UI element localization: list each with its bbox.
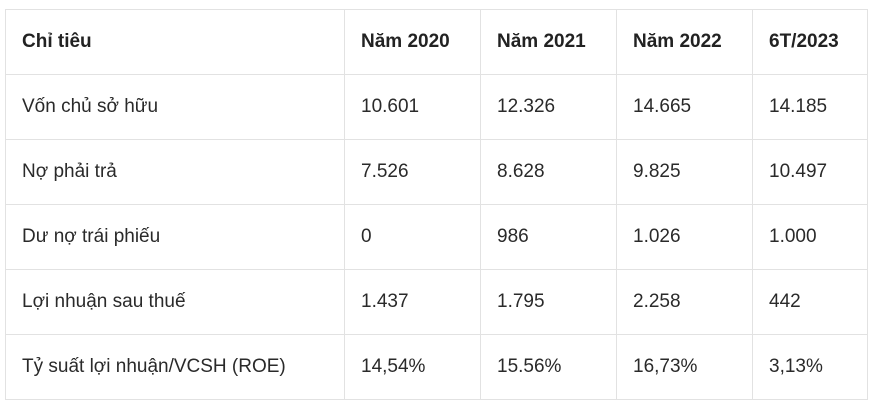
header-indicator: Chỉ tiêu (5, 9, 345, 75)
table-cell: 10.601 (344, 74, 481, 140)
header-year-2022: Năm 2022 (616, 9, 753, 75)
table-cell: 16,73% (616, 334, 753, 400)
header-6m-2023: 6T/2023 (752, 9, 868, 75)
table-header-row: Chỉ tiêu Năm 2020 Năm 2021 Năm 2022 6T/2… (5, 9, 868, 75)
table-row: Tỷ suất lợi nhuận/VCSH (ROE) 14,54% 15.5… (5, 334, 868, 400)
table-cell: 1.000 (752, 204, 868, 270)
table-cell: 14,54% (344, 334, 481, 400)
row-label: Tỷ suất lợi nhuận/VCSH (ROE) (5, 334, 345, 400)
table-cell: 442 (752, 269, 868, 335)
table-cell: 1.795 (480, 269, 617, 335)
row-label: Vốn chủ sở hữu (5, 74, 345, 140)
row-label: Dư nợ trái phiếu (5, 204, 345, 270)
row-label: Lợi nhuận sau thuế (5, 269, 345, 335)
table-cell: 1.026 (616, 204, 753, 270)
table-row: Nợ phải trả 7.526 8.628 9.825 10.497 (5, 139, 868, 205)
header-year-2020: Năm 2020 (344, 9, 481, 75)
table-cell: 15.56% (480, 334, 617, 400)
table-cell: 10.497 (752, 139, 868, 205)
table-cell: 3,13% (752, 334, 868, 400)
table-cell: 0 (344, 204, 481, 270)
table-cell: 1.437 (344, 269, 481, 335)
table-cell: 12.326 (480, 74, 617, 140)
row-label: Nợ phải trả (5, 139, 345, 205)
financial-table-container: Chỉ tiêu Năm 2020 Năm 2021 Năm 2022 6T/2… (5, 9, 868, 400)
table-cell: 9.825 (616, 139, 753, 205)
table-cell: 14.185 (752, 74, 868, 140)
table-row: Vốn chủ sở hữu 10.601 12.326 14.665 14.1… (5, 74, 868, 140)
table-cell: 7.526 (344, 139, 481, 205)
table-cell: 2.258 (616, 269, 753, 335)
table-row: Dư nợ trái phiếu 0 986 1.026 1.000 (5, 204, 868, 270)
header-year-2021: Năm 2021 (480, 9, 617, 75)
financial-indicators-table: Chỉ tiêu Năm 2020 Năm 2021 Năm 2022 6T/2… (5, 9, 868, 400)
table-cell: 14.665 (616, 74, 753, 140)
table-row: Lợi nhuận sau thuế 1.437 1.795 2.258 442 (5, 269, 868, 335)
table-cell: 8.628 (480, 139, 617, 205)
table-cell: 986 (480, 204, 617, 270)
